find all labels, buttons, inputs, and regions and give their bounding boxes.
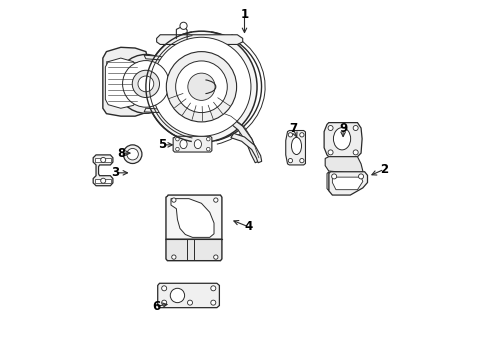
Polygon shape <box>124 91 144 95</box>
Ellipse shape <box>170 288 184 303</box>
Circle shape <box>162 286 166 291</box>
Text: 3: 3 <box>111 166 119 179</box>
Polygon shape <box>158 283 219 308</box>
Circle shape <box>210 286 215 291</box>
Text: 5: 5 <box>158 138 166 151</box>
Circle shape <box>187 300 192 305</box>
Circle shape <box>180 22 187 30</box>
Polygon shape <box>325 157 362 174</box>
Circle shape <box>299 133 304 137</box>
Polygon shape <box>332 177 362 190</box>
Polygon shape <box>285 131 305 165</box>
Polygon shape <box>95 158 111 162</box>
Text: 2: 2 <box>380 163 387 176</box>
Polygon shape <box>210 110 260 163</box>
Polygon shape <box>324 123 362 157</box>
Circle shape <box>210 300 215 305</box>
Ellipse shape <box>291 137 301 154</box>
Ellipse shape <box>180 140 187 149</box>
Polygon shape <box>105 58 137 108</box>
Circle shape <box>213 255 218 259</box>
Polygon shape <box>173 136 211 152</box>
Ellipse shape <box>333 128 350 150</box>
Polygon shape <box>165 195 222 241</box>
Circle shape <box>132 70 159 98</box>
Circle shape <box>126 148 138 160</box>
Circle shape <box>101 157 105 162</box>
Polygon shape <box>230 134 261 163</box>
Polygon shape <box>144 105 171 113</box>
Circle shape <box>187 73 215 100</box>
Text: 8: 8 <box>118 147 126 159</box>
Text: 4: 4 <box>244 220 252 233</box>
Polygon shape <box>328 172 367 195</box>
Circle shape <box>138 76 153 92</box>
Circle shape <box>175 137 179 141</box>
Circle shape <box>171 198 176 202</box>
Polygon shape <box>95 179 111 183</box>
Polygon shape <box>128 98 147 101</box>
Circle shape <box>331 174 336 179</box>
Circle shape <box>352 150 357 155</box>
Polygon shape <box>165 239 222 261</box>
Polygon shape <box>106 62 126 65</box>
Polygon shape <box>156 35 242 44</box>
Text: 9: 9 <box>338 122 346 135</box>
Circle shape <box>175 61 227 113</box>
Circle shape <box>206 137 210 141</box>
Ellipse shape <box>194 140 201 149</box>
Polygon shape <box>171 199 214 237</box>
Circle shape <box>162 300 166 305</box>
Circle shape <box>122 60 169 107</box>
Text: 6: 6 <box>152 300 161 313</box>
Circle shape <box>327 126 332 131</box>
Circle shape <box>287 133 292 137</box>
Circle shape <box>171 255 176 259</box>
Circle shape <box>101 178 105 183</box>
Circle shape <box>299 158 304 163</box>
Polygon shape <box>117 80 137 83</box>
Circle shape <box>166 51 236 122</box>
Text: 1: 1 <box>240 8 248 21</box>
Circle shape <box>145 31 257 142</box>
Circle shape <box>327 150 332 155</box>
Circle shape <box>358 174 363 179</box>
Polygon shape <box>144 55 171 65</box>
Polygon shape <box>326 172 328 191</box>
Circle shape <box>116 54 175 113</box>
Polygon shape <box>110 68 129 71</box>
Circle shape <box>206 147 210 151</box>
Circle shape <box>175 147 179 151</box>
Polygon shape <box>113 73 133 77</box>
Circle shape <box>287 158 292 163</box>
Circle shape <box>352 126 357 131</box>
Text: 7: 7 <box>288 122 296 135</box>
Circle shape <box>152 37 250 136</box>
Polygon shape <box>121 86 140 89</box>
Circle shape <box>123 145 142 163</box>
Polygon shape <box>93 155 113 186</box>
Polygon shape <box>102 47 147 116</box>
Circle shape <box>213 198 218 202</box>
